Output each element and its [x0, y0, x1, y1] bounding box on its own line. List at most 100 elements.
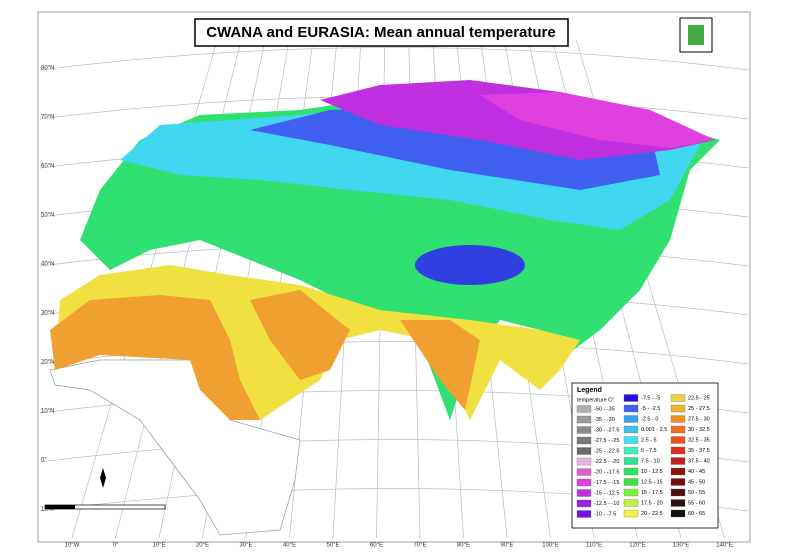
legend-swatch — [623, 404, 639, 413]
legend-swatch — [576, 457, 592, 466]
legend-title: Legend — [577, 387, 602, 394]
legend-subtitle: temperature C° — [577, 397, 614, 403]
legend-swatch — [623, 457, 639, 465]
legend-label: 0.001 - 2.5 — [641, 427, 667, 433]
legend-swatch — [576, 426, 592, 434]
legend-label: 37.5 - 40 — [688, 458, 710, 464]
legend-swatch — [670, 404, 686, 413]
legend-swatch — [670, 415, 686, 423]
legend-label: -30 - -27.5 — [594, 427, 619, 433]
latitude-label: 10°N — [41, 409, 54, 415]
longitude-label: 10°E — [152, 543, 165, 549]
legend-label: 40 - 45 — [688, 469, 705, 475]
scale-bar-part — [45, 505, 75, 509]
latitude-label: 40°N — [41, 262, 54, 268]
legend-label: -7.5 - -5 — [641, 395, 660, 401]
legend-label: -22.5 - -20 — [594, 459, 619, 465]
legend-swatch — [576, 478, 592, 487]
legend-label: -17.5 - -15 — [594, 480, 619, 486]
legend-label: 17.5 - 20 — [641, 500, 663, 506]
title: CWANA and EURASIA: Mean annual temperatu… — [206, 24, 556, 41]
region-arabia — [250, 290, 350, 380]
longitude-label: 120°E — [629, 543, 645, 549]
region-magenta — [480, 92, 715, 148]
north-arrow — [100, 468, 106, 488]
legend-swatch — [576, 468, 592, 476]
legend-label: 60 - 65 — [688, 511, 705, 517]
legend-box — [571, 382, 719, 529]
legend-label: 35 - 37.5 — [688, 448, 710, 454]
legend-swatch — [670, 446, 686, 455]
region-sahara — [50, 295, 260, 420]
legend-label: -25 - -22.5 — [594, 448, 619, 454]
longitude-label: 110°E — [586, 543, 602, 549]
latitude-line — [39, 47, 749, 71]
legend-swatch — [576, 447, 592, 455]
legend-items: -50 - -35 -35 - -30 -30 - -27.5 -27.5 - -25… — [576, 394, 710, 518]
legend-label: 25 - 27.5 — [688, 406, 710, 412]
legend-label: 20 - 22.5 — [641, 511, 663, 517]
legend-swatch — [670, 509, 686, 518]
longitude-label: 60°E — [370, 543, 383, 549]
latitude-label: 60°N — [41, 164, 54, 170]
legend-swatch — [576, 489, 592, 497]
latitude-label: 70°N — [41, 115, 54, 121]
legend-swatch — [670, 457, 686, 465]
legend-label: 10 - 12.5 — [641, 469, 663, 475]
region-india — [400, 320, 480, 410]
legend-swatch — [576, 436, 592, 445]
legend-label: 12.5 - 15 — [641, 479, 663, 485]
legend-swatch — [576, 415, 592, 424]
longitude-label: 30°E — [239, 543, 252, 549]
legend-label: 32.5 - 35 — [688, 437, 710, 443]
legend-label: 27.5 - 30 — [688, 416, 710, 422]
legend-swatch — [623, 415, 639, 423]
latitude-label: 80°N — [41, 66, 54, 72]
legend-label: -5 - -2.5 — [641, 406, 660, 412]
longitude-label: 50°E — [326, 543, 339, 549]
legend-label: -50 - -35 — [594, 406, 615, 412]
title-box — [194, 18, 569, 47]
legend-label: 55 - 60 — [688, 500, 705, 506]
legend-label: 45 - 50 — [688, 479, 705, 485]
legend-swatch — [670, 425, 686, 434]
legend-swatch — [576, 510, 592, 518]
longitude-label: 0° — [113, 543, 119, 549]
legend-label: -27.5 - -25 — [594, 438, 619, 444]
legend-label: -15 - -12.5 — [594, 490, 619, 496]
longitude-label: 90°E — [500, 543, 513, 549]
legend-label: -10 - -7.5 — [594, 511, 616, 517]
legend-label: 50 - 55 — [688, 490, 705, 496]
legend-label: 2.5 - 5 — [641, 437, 657, 443]
legend-label: 7.5 - 10 — [641, 458, 660, 464]
longitude-label: 140°E — [716, 543, 732, 549]
longitude-label: 80°E — [457, 543, 470, 549]
legend-label: 15 - 17.5 — [641, 490, 663, 496]
legend-label: 22.5 - 25 — [688, 395, 710, 401]
legend-label: -35 - -30 — [594, 417, 615, 423]
latitude-label: 0° — [41, 458, 47, 464]
legend-swatch — [623, 467, 639, 476]
legend-swatch — [670, 436, 686, 444]
legend-swatch — [670, 478, 686, 486]
legend-swatch — [670, 394, 686, 402]
legend-label: 5 - 7.5 — [641, 448, 657, 454]
longitude-label: 130°E — [673, 543, 689, 549]
legend-label: 30 - 32.5 — [688, 427, 710, 433]
legend-swatch — [623, 478, 639, 486]
legend-swatch — [623, 499, 639, 507]
legend-swatch — [623, 436, 639, 444]
legend-swatch — [623, 425, 639, 434]
legend-swatch — [670, 488, 686, 497]
legend-swatch — [623, 509, 639, 518]
legend-label: -2.5 - 0 — [641, 416, 658, 422]
region-tibet — [415, 245, 525, 285]
logo-mark — [688, 25, 704, 45]
legend-swatch — [670, 467, 686, 476]
latitude-label: 30°N — [41, 311, 54, 317]
longitude-label: 10°W — [65, 543, 80, 549]
legend-swatch — [576, 499, 592, 508]
legend-swatch — [623, 446, 639, 455]
latitude-label: 20°N — [41, 360, 54, 366]
